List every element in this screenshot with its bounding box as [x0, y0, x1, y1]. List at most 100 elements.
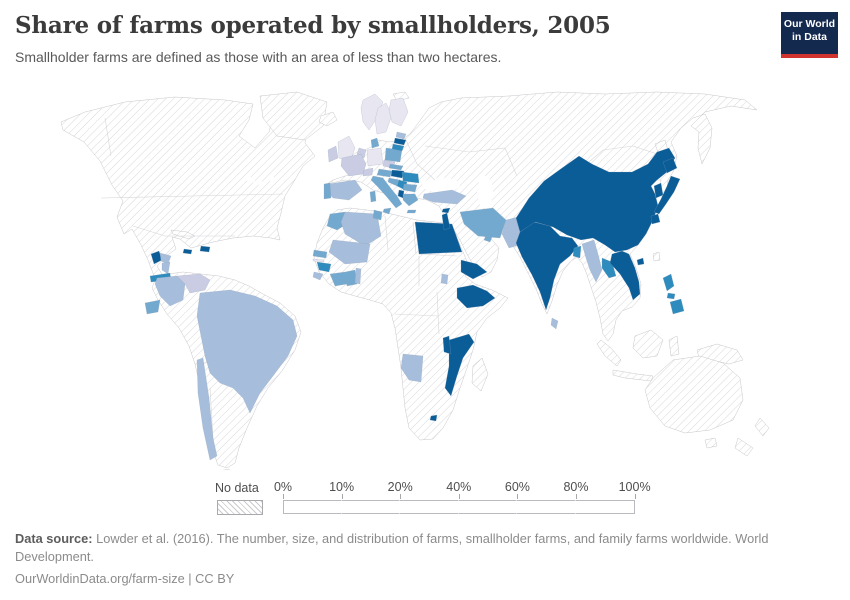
map-region-senegal[interactable] — [312, 249, 328, 259]
map-region-java[interactable] — [612, 369, 654, 382]
map-region-australia[interactable] — [644, 355, 744, 434]
legend-tickmark — [341, 494, 343, 499]
map-region-north-america[interactable] — [60, 96, 316, 287]
source-text: Lowder et al. (2016). The number, size, … — [15, 531, 769, 565]
map-region-india[interactable] — [515, 221, 579, 311]
map-region-japan-honshu[interactable] — [653, 175, 681, 215]
map-region-nicaragua[interactable] — [161, 261, 171, 275]
map-region-hainan[interactable] — [636, 257, 645, 266]
map-region-qatar-uae[interactable] — [483, 234, 493, 243]
legend-swatch-20-40[interactable] — [400, 500, 459, 514]
map-region-togo-benin[interactable] — [354, 267, 362, 285]
map-region-ghana[interactable] — [344, 269, 358, 287]
border-mongolia — [588, 145, 658, 163]
map-region-vietnam[interactable] — [609, 250, 641, 301]
map-region-greece[interactable] — [402, 193, 419, 207]
map-region-madagascar[interactable] — [471, 357, 489, 392]
map-region-chile[interactable] — [196, 357, 218, 461]
map-region-guinea[interactable] — [316, 261, 332, 273]
legend-no-data-swatch[interactable] — [217, 500, 263, 515]
map-region-lebanon-israel[interactable] — [441, 212, 451, 231]
map-region-ethiopia[interactable] — [456, 284, 496, 309]
map-region-svalbard[interactable] — [392, 91, 410, 102]
map-region-uganda[interactable] — [440, 273, 449, 285]
map-region-philippines-luzon[interactable] — [662, 273, 675, 292]
map-region-lithuania[interactable] — [391, 143, 405, 152]
map-region-slovakia[interactable] — [388, 163, 404, 171]
legend-tickmark — [400, 494, 402, 499]
map-region-sweden[interactable] — [374, 102, 393, 135]
map-region-bangladesh[interactable] — [572, 245, 582, 259]
map-region-yemen[interactable] — [460, 259, 488, 280]
map-region-switzerland[interactable] — [362, 167, 374, 177]
map-region-brazil[interactable] — [196, 289, 298, 414]
map-region-netherlands-belgium[interactable] — [356, 147, 367, 159]
map-region-greenland[interactable] — [259, 91, 328, 141]
map-region-dominican-republic[interactable] — [199, 245, 211, 253]
map-region-philippines-mindanao[interactable] — [669, 298, 685, 315]
map-region-sumatra[interactable] — [596, 339, 622, 367]
map-region-iceland[interactable] — [318, 111, 338, 127]
map-region-malawi[interactable] — [442, 335, 452, 355]
legend-swatch-10-20[interactable] — [341, 500, 401, 514]
legend-swatch-80-100[interactable] — [575, 500, 635, 514]
legend-swatch-40-60[interactable] — [458, 500, 518, 514]
map-region-united-kingdom[interactable] — [337, 135, 356, 163]
map-region-japan-hokkaido[interactable] — [662, 157, 678, 174]
map-region-jamaica[interactable] — [182, 248, 193, 255]
owid-logo[interactable]: Our World in Data — [781, 12, 838, 58]
map-region-taiwan[interactable] — [652, 251, 661, 262]
map-region-venezuela[interactable] — [176, 273, 211, 294]
map-region-namibia[interactable] — [400, 353, 424, 383]
map-region-hungary[interactable] — [390, 169, 405, 179]
map-region-sierra-leone[interactable] — [312, 271, 324, 281]
map-region-germany[interactable] — [366, 147, 384, 167]
map-region-finland[interactable] — [388, 97, 409, 127]
legend-tick-60: 60% — [504, 480, 530, 494]
map-region-borneo[interactable] — [632, 329, 664, 359]
border-russia-kazakhstan — [424, 145, 518, 177]
map-region-estonia[interactable] — [395, 131, 407, 140]
legend-tickmark — [517, 494, 519, 499]
map-region-romania[interactable] — [401, 171, 420, 184]
map-region-new-zealand-north[interactable] — [754, 417, 770, 437]
legend-swatch-60-80[interactable] — [517, 500, 576, 514]
map-region-sulawesi[interactable] — [668, 335, 680, 357]
legend-tick-40: 40% — [446, 480, 472, 494]
map-region-sicily[interactable] — [382, 207, 392, 215]
map-region-tunisia[interactable] — [372, 209, 383, 221]
map-region-norway[interactable] — [360, 93, 384, 131]
map-region-new-zealand-south[interactable] — [734, 437, 754, 457]
map-region-portugal[interactable] — [323, 182, 332, 200]
map-region-austria[interactable] — [376, 168, 393, 178]
map-region-cuba[interactable] — [170, 229, 196, 240]
map-region-japan-kyushu[interactable] — [650, 213, 661, 225]
map-region-philippines-visayas[interactable] — [666, 292, 676, 300]
map-region-sardinia[interactable] — [369, 190, 377, 203]
license-link[interactable]: OurWorldinData.org/farm-size | CC BY — [15, 571, 235, 587]
map-region-mozambique[interactable] — [444, 333, 475, 397]
map-region-china[interactable] — [515, 147, 676, 253]
map-region-ecuador[interactable] — [144, 299, 161, 315]
map-region-ireland[interactable] — [327, 145, 339, 163]
map-region-lesotho[interactable] — [429, 414, 438, 422]
map-region-latvia[interactable] — [393, 137, 407, 146]
map-region-cyprus[interactable] — [441, 207, 451, 214]
legend-tick-80: 80% — [563, 480, 589, 494]
map-region-bulgaria[interactable] — [402, 183, 418, 193]
map-region-crete[interactable] — [406, 209, 417, 214]
legend-tick-100: 100% — [618, 480, 651, 494]
legend-swatch-0-10[interactable] — [283, 500, 342, 514]
map-region-iran[interactable] — [459, 207, 507, 239]
map-region-tierra-del-fuego[interactable] — [219, 468, 232, 470]
map-region-mali[interactable] — [328, 239, 371, 265]
map-region-myanmar[interactable] — [581, 239, 603, 283]
map-region-sri-lanka[interactable] — [550, 317, 559, 330]
map-region-tasmania[interactable] — [704, 437, 718, 449]
map-region-france[interactable] — [340, 153, 367, 177]
map-region-italy[interactable] — [370, 175, 403, 209]
map-region-turkey[interactable] — [422, 189, 467, 205]
map-region-gambia[interactable] — [312, 258, 325, 263]
great-lake-3 — [268, 176, 276, 182]
map-region-denmark[interactable] — [370, 137, 380, 149]
